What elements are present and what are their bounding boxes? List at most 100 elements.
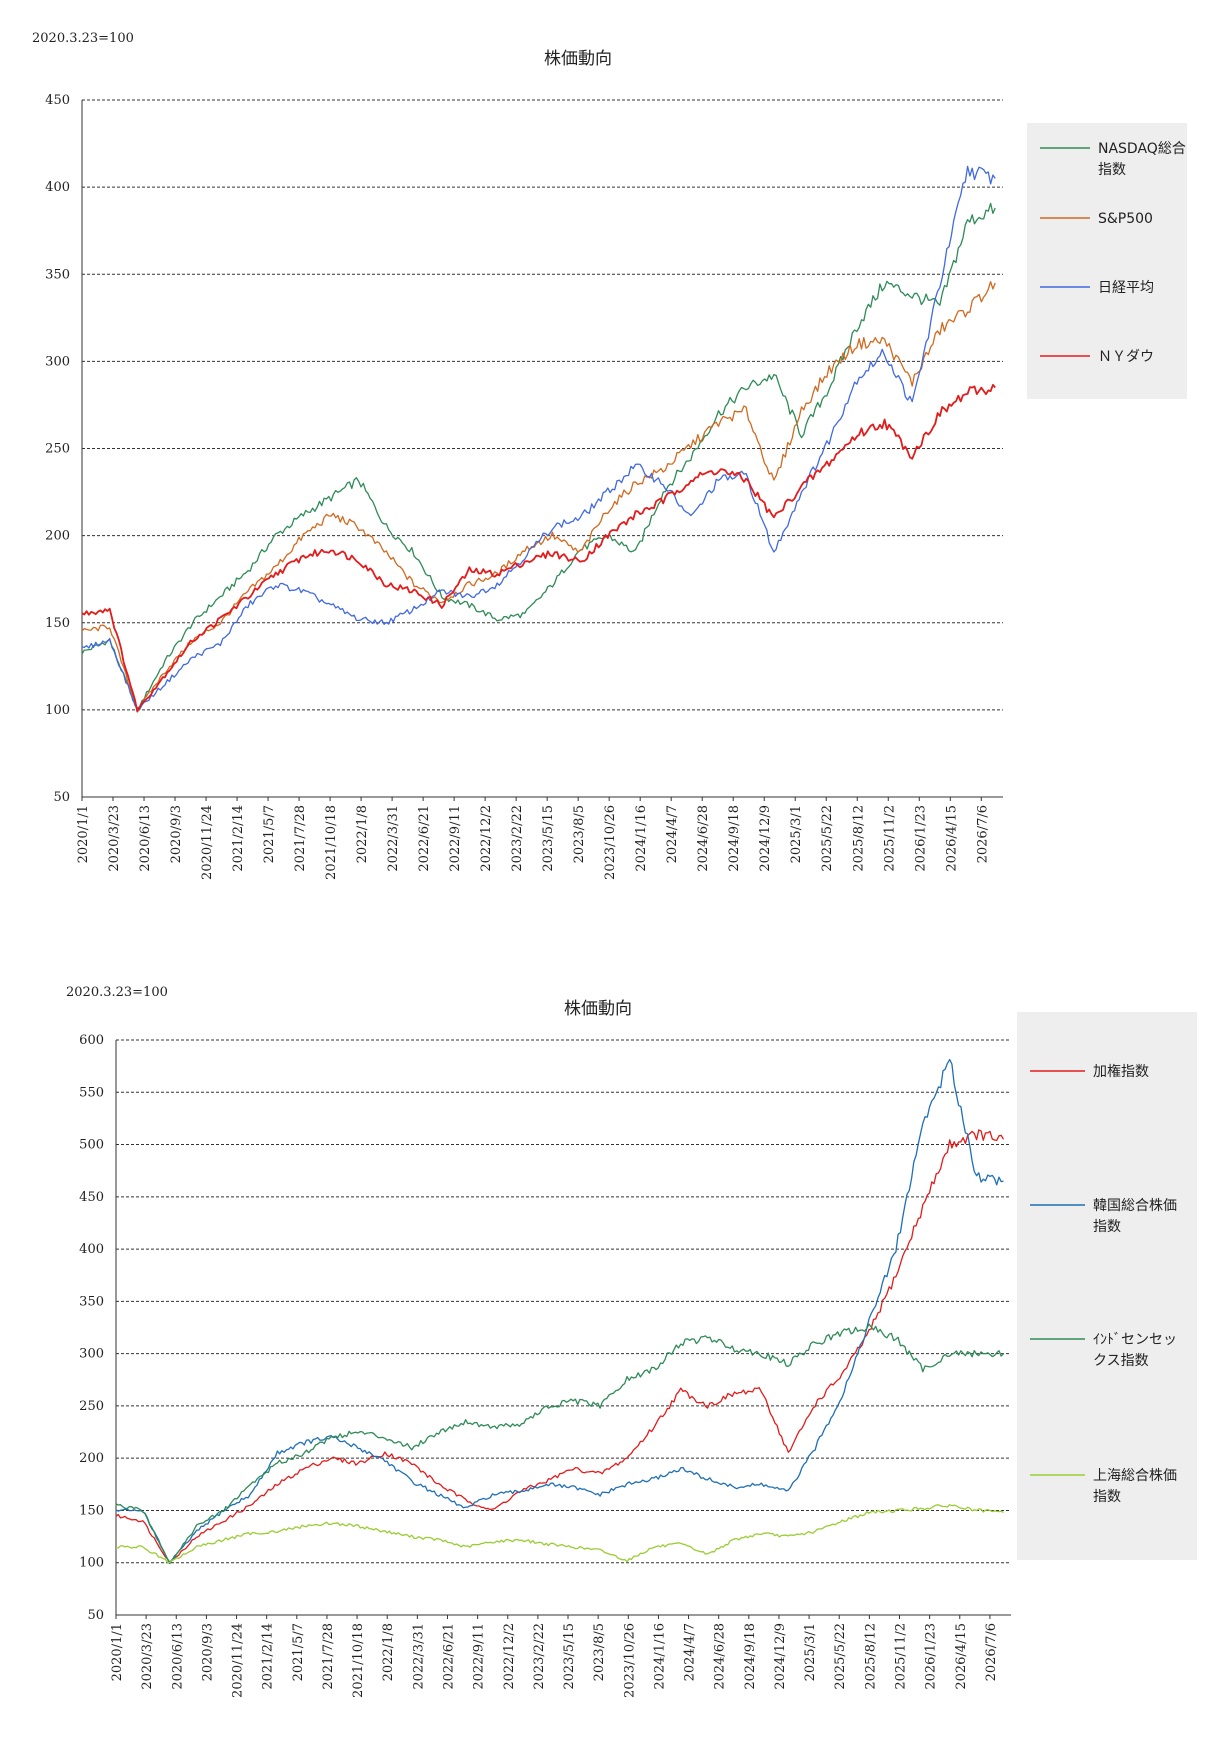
x-tick-label: 2024/12/9 xyxy=(758,805,773,872)
x-tick-label: 2023/10/26 xyxy=(603,805,618,880)
x-tick-label: 2025/11/2 xyxy=(894,1623,909,1690)
x-tick-label: 2026/1/23 xyxy=(913,805,928,872)
y-tick-label: 450 xyxy=(79,1190,104,1205)
x-tick-label: 2020/9/3 xyxy=(200,1623,215,1681)
x-tick-label: 2020/9/3 xyxy=(169,805,184,863)
chart-1: 2020.3.23=100 株価動向 50 100 150 200 250 300 350 4… xyxy=(32,31,1187,880)
y-tick-label: 550 xyxy=(79,1085,104,1100)
x-tick-label: 2025/5/22 xyxy=(820,805,835,872)
x-tick-label: 2024/1/16 xyxy=(652,1623,667,1690)
chart-2-title: 株価動向 xyxy=(564,999,632,1019)
x-tick-label: 2023/8/5 xyxy=(572,805,587,863)
x-tick-label: 2021/2/14 xyxy=(261,1623,276,1690)
x-tick-label: 2021/10/18 xyxy=(324,805,339,880)
x-tick-label: 2022/6/21 xyxy=(441,1623,456,1690)
x-tick-label: 2021/5/7 xyxy=(291,1623,306,1681)
series-line-4 xyxy=(81,383,996,713)
x-tick-label: 2020/1/1 xyxy=(76,805,91,863)
chart-1-x-axis: 2020/1/1 2020/3/23 2020/6/13 2020/9/3 2020/1… xyxy=(76,796,1003,880)
y-tick-label: 400 xyxy=(79,1242,104,1257)
x-tick-label: 2021/2/14 xyxy=(231,805,246,872)
series-line-4 xyxy=(116,1504,1004,1564)
x-tick-label: 2025/3/1 xyxy=(803,1623,818,1681)
x-tick-label: 2020/11/24 xyxy=(231,1623,246,1698)
chart-1-grid xyxy=(82,99,1003,711)
x-tick-label: 2022/9/11 xyxy=(472,1623,487,1690)
series-line-3 xyxy=(81,165,996,711)
y-tick-label: 300 xyxy=(45,354,70,369)
chart-1-legend: NASDAQ総合指数 S&P500 日経平均 ＮＹダウ xyxy=(1027,123,1187,399)
x-tick-label: 2023/5/15 xyxy=(541,805,556,872)
x-tick-label: 2024/4/7 xyxy=(665,805,680,863)
series-line-2 xyxy=(115,1058,1004,1563)
x-tick-label: 2024/9/18 xyxy=(743,1623,758,1690)
chart-2-grid xyxy=(116,1039,1011,1564)
chart-1-note: 2020.3.23=100 xyxy=(32,31,134,46)
chart-2-y-axis: 50 100 150 200 250 300 350 400 450 500 550 600 xyxy=(79,1033,117,1623)
y-tick-label: 350 xyxy=(45,267,70,282)
series-line-3 xyxy=(115,1323,1004,1565)
x-tick-label: 2024/9/18 xyxy=(727,805,742,872)
legend-label: 加権指数 xyxy=(1093,1063,1149,1080)
y-tick-label: 250 xyxy=(45,442,70,457)
x-tick-label: 2020/3/23 xyxy=(107,805,122,872)
y-tick-label: 250 xyxy=(79,1399,104,1414)
x-tick-label: 2024/6/28 xyxy=(696,805,711,872)
x-tick-label: 2024/6/28 xyxy=(713,1623,728,1690)
x-tick-label: 2022/1/8 xyxy=(355,805,370,863)
chart-2-note: 2020.3.23=100 xyxy=(66,985,168,1000)
x-tick-label: 2024/1/16 xyxy=(634,805,649,872)
series-line-2 xyxy=(81,281,996,712)
y-tick-label: 150 xyxy=(45,616,70,631)
chart-1-title: 株価動向 xyxy=(544,49,612,69)
y-tick-label: 200 xyxy=(79,1451,104,1466)
chart-1-legend-box xyxy=(1027,123,1187,399)
chart-1-y-axis: 50 100 150 200 250 300 350 400 450 xyxy=(45,93,83,805)
y-tick-label: 300 xyxy=(79,1347,104,1362)
legend-label: S&P500 xyxy=(1098,211,1153,227)
x-tick-label: 2022/9/11 xyxy=(448,805,463,872)
x-tick-label: 2024/12/9 xyxy=(773,1623,788,1690)
x-tick-label: 2020/3/23 xyxy=(140,1623,155,1690)
legend-label: ｲﾝﾄﾞセンセックス指数 xyxy=(1093,1332,1177,1369)
x-tick-label: 2023/2/22 xyxy=(532,1623,547,1690)
y-tick-label: 500 xyxy=(79,1138,104,1153)
chart-1-plot-area xyxy=(81,165,996,713)
y-tick-label: 200 xyxy=(45,529,70,544)
x-tick-label: 2022/12/2 xyxy=(479,805,494,872)
x-tick-label: 2025/11/2 xyxy=(882,805,897,872)
x-tick-label: 2022/3/31 xyxy=(411,1623,426,1690)
x-tick-label: 2026/7/6 xyxy=(975,805,990,863)
x-tick-label: 2025/3/1 xyxy=(789,805,804,863)
x-tick-label: 2021/5/7 xyxy=(262,805,277,863)
y-tick-label: 450 xyxy=(45,93,70,108)
x-tick-label: 2020/1/1 xyxy=(110,1623,125,1681)
x-tick-label: 2022/3/31 xyxy=(386,805,401,872)
x-tick-label: 2021/7/28 xyxy=(293,805,308,872)
x-tick-label: 2023/2/22 xyxy=(510,805,525,872)
legend-label: 韓国総合株価指数 xyxy=(1093,1198,1177,1235)
legend-label: 日経平均 xyxy=(1098,280,1154,296)
chart-2: 2020.3.23=100 株価動向 50 100 150 200 250 300 350 4… xyxy=(66,985,1197,1698)
y-tick-label: 600 xyxy=(79,1033,104,1048)
x-tick-label: 2022/12/2 xyxy=(502,1623,517,1690)
x-tick-label: 2025/5/22 xyxy=(833,1623,848,1690)
chart-2-x-axis: 2020/1/1 2020/3/23 2020/6/13 2020/9/3 2020/1… xyxy=(110,1614,1011,1698)
x-tick-label: 2023/5/15 xyxy=(562,1623,577,1690)
y-tick-label: 350 xyxy=(79,1294,104,1309)
x-tick-label: 2026/7/6 xyxy=(984,1623,999,1681)
legend-label: ＮＹダウ xyxy=(1098,349,1154,365)
x-tick-label: 2021/7/28 xyxy=(321,1623,336,1690)
y-tick-label: 100 xyxy=(79,1556,104,1571)
x-tick-label: 2026/4/15 xyxy=(954,1623,969,1690)
x-tick-label: 2020/11/24 xyxy=(200,805,215,880)
x-tick-label: 2025/8/12 xyxy=(851,805,866,872)
legend-label: NASDAQ総合指数 xyxy=(1098,141,1186,178)
x-tick-label: 2020/6/13 xyxy=(170,1623,185,1690)
chart-2-plot-area xyxy=(115,1058,1005,1565)
series-line-1 xyxy=(81,202,996,709)
x-tick-label: 2024/4/7 xyxy=(683,1623,698,1681)
y-tick-label: 150 xyxy=(79,1503,104,1518)
